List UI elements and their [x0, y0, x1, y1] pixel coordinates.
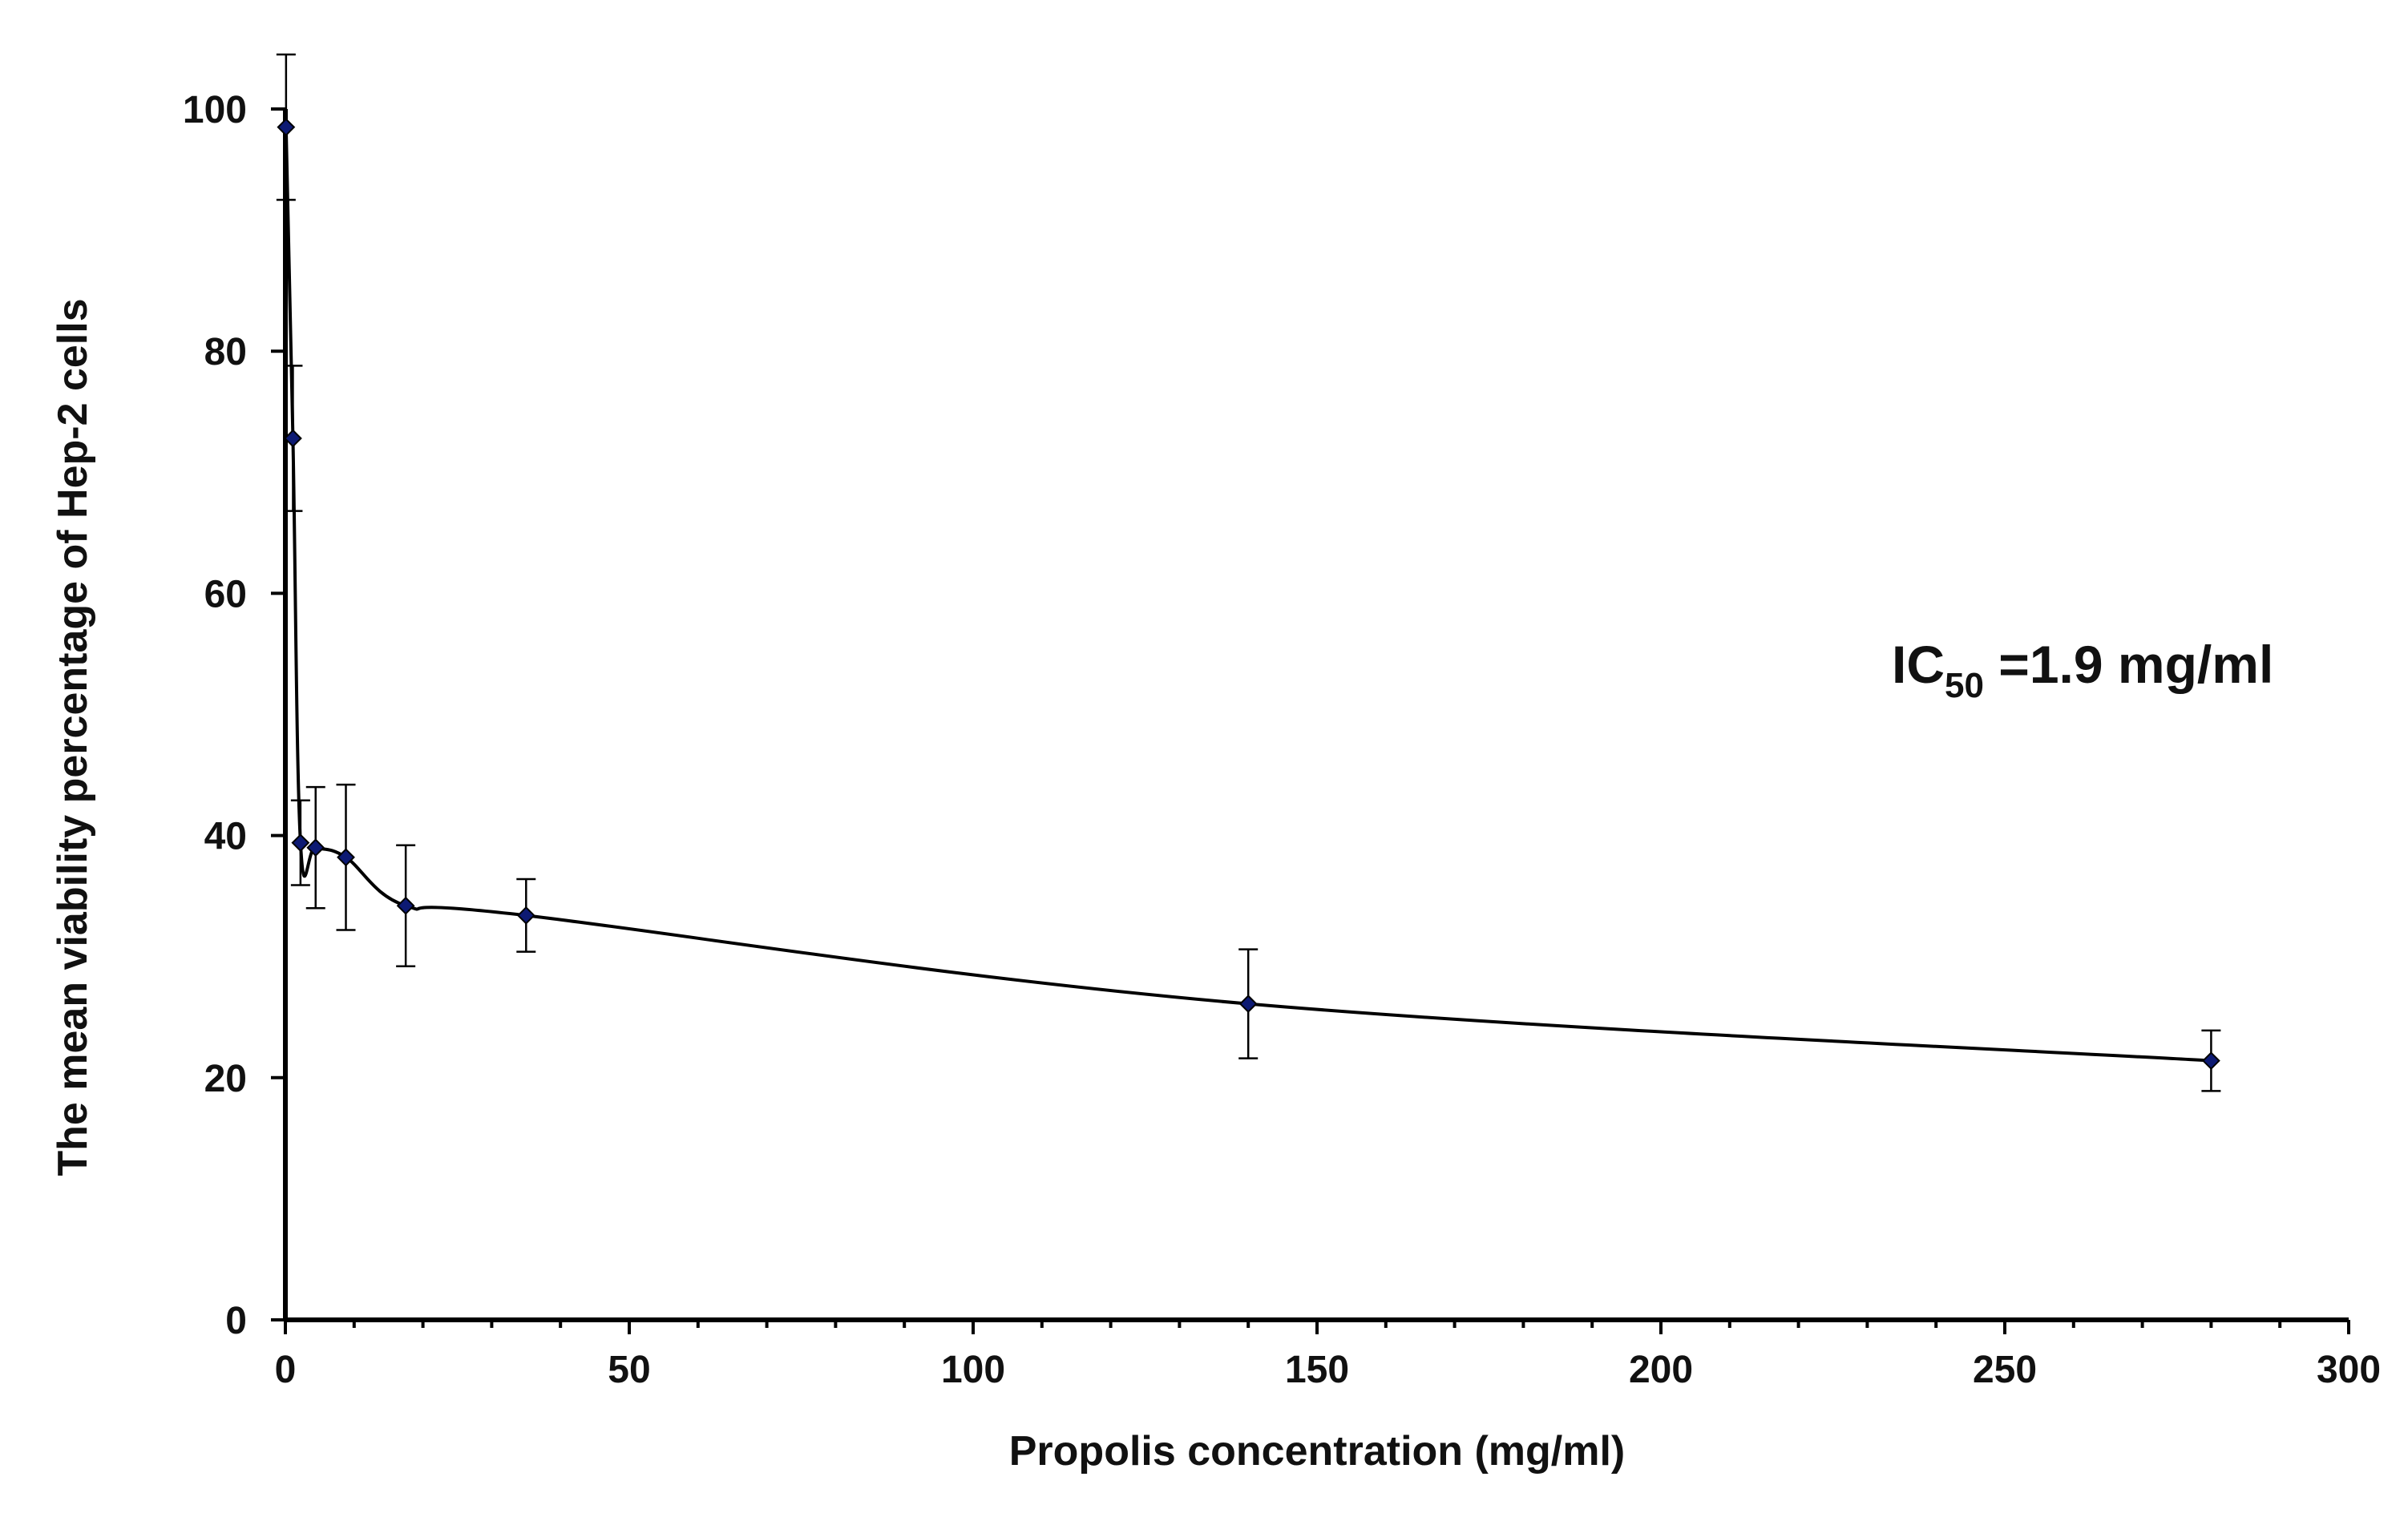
x-tick-label: 50 [608, 1349, 650, 1391]
y-tick-label: 60 [204, 573, 247, 615]
x-tick-label: 200 [1629, 1349, 1693, 1391]
data-point-marker [306, 838, 325, 857]
data-point-marker [1238, 995, 1258, 1014]
data-point-marker [2201, 1051, 2220, 1071]
error-bars [276, 53, 2221, 1092]
series-layer [276, 53, 2221, 1092]
x-tick-label: 250 [1973, 1349, 2037, 1391]
y-tick-label: 100 [183, 89, 247, 131]
y-tick-label: 20 [204, 1058, 247, 1100]
y-tick-label: 0 [225, 1300, 247, 1342]
markers [277, 118, 2220, 1071]
ic50-prefix: IC [1892, 635, 1945, 694]
y-ticks: 0 20 40 60 80 100 [183, 89, 285, 1342]
ic50-annotation: IC50 =1.9 mg/ml [1892, 635, 2273, 705]
y-axis-title: The mean viability percentage of Hep-2 c… [50, 298, 96, 1176]
y-tick-label: 80 [204, 331, 247, 373]
ic50-value: =1.9 mg/ml [1984, 635, 2273, 694]
series-line [284, 127, 2212, 1063]
axes: 0 50 100 150 200 250 300 0 20 40 60 80 100 [183, 89, 2381, 1391]
y-tick-label: 40 [204, 816, 247, 858]
x-tick-label: 100 [941, 1349, 1005, 1391]
data-point-marker [291, 833, 310, 853]
x-tick-label: 150 [1285, 1349, 1349, 1391]
data-point-marker [337, 848, 355, 867]
data-point-marker [396, 896, 415, 915]
x-tick-label: 300 [2317, 1349, 2381, 1391]
data-point-marker [277, 118, 296, 137]
x-tick-label: 0 [275, 1349, 297, 1391]
x-ticks: 0 50 100 150 200 250 300 [275, 1320, 2381, 1391]
x-axis-title: Propolis concentration (mg/ml) [1009, 1428, 1626, 1475]
ic50-subscript: 50 [1945, 666, 1984, 705]
data-point-marker [284, 429, 302, 448]
data-point-marker [516, 906, 535, 925]
